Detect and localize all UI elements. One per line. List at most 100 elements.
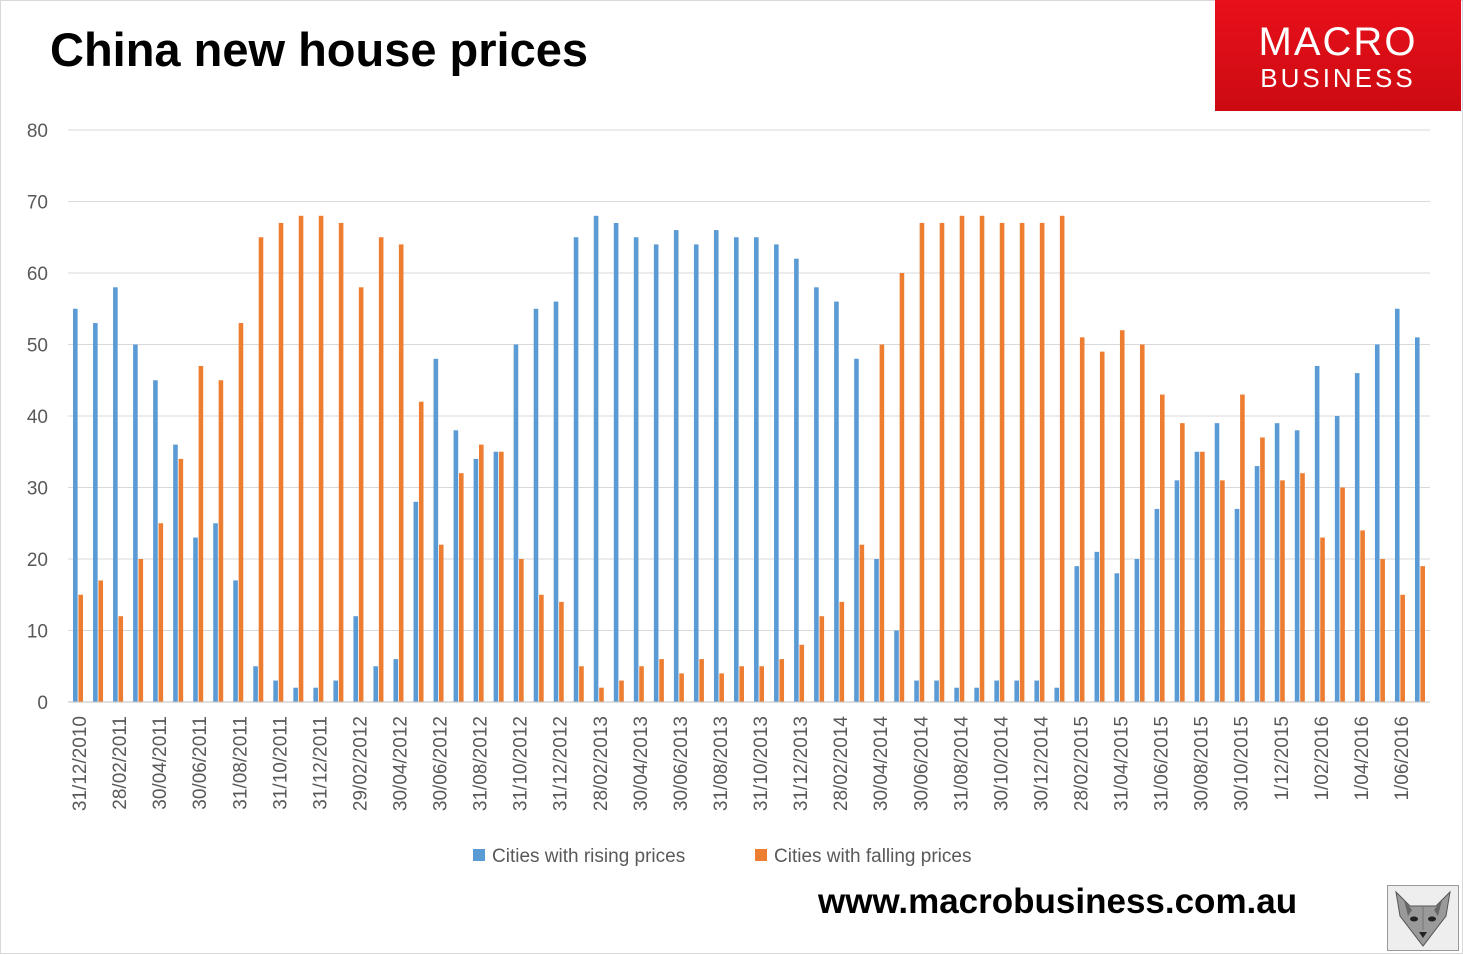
bar-rising [1054, 687, 1060, 702]
bar-falling [559, 601, 564, 702]
x-tick-label: 31/12/2013 [791, 716, 812, 811]
bar-falling [999, 222, 1005, 702]
bar-falling [1260, 437, 1265, 702]
bar-rising [1194, 451, 1200, 702]
bar-falling [398, 244, 404, 702]
bar-rising [1254, 466, 1260, 702]
bar-falling [879, 344, 885, 702]
bar-rising [1274, 423, 1280, 702]
bar-rising [733, 237, 739, 702]
y-tick-label: 30 [27, 479, 48, 500]
bar-falling [418, 401, 424, 702]
bar-rising [473, 458, 479, 702]
source-url: www.macrobusiness.com.au [818, 882, 1298, 921]
bar-falling [1380, 559, 1385, 702]
bar-falling [479, 444, 484, 702]
bar-falling [1119, 330, 1125, 702]
bar-rising [313, 687, 318, 702]
y-tick-label: 0 [37, 693, 48, 714]
bar-falling [258, 237, 264, 702]
x-tick-label: 30/06/2014 [911, 716, 932, 812]
bar-rising [814, 287, 819, 702]
bar-rising [293, 687, 298, 702]
bar-falling [98, 580, 104, 702]
bar-rising [1294, 430, 1300, 702]
bar-rising [593, 215, 599, 703]
logo-line-business: BUSINESS [1260, 63, 1416, 93]
bar-rising [453, 430, 459, 702]
y-tick-label: 80 [27, 121, 48, 142]
bar-falling [959, 215, 965, 703]
bar-rising [693, 244, 699, 702]
x-tick-label: 31/08/2011 [230, 716, 251, 810]
x-tick-label: 30/06/2013 [671, 716, 692, 811]
x-tick-label: 30/12/2014 [1031, 716, 1052, 812]
bar-rising [1074, 566, 1080, 702]
bar-rising [774, 244, 779, 702]
bar-falling [739, 666, 744, 702]
bar-rising [573, 237, 579, 702]
bar-falling [1160, 394, 1165, 702]
bar-rising [93, 323, 98, 702]
x-tick-label: 1/02/2016 [1312, 716, 1333, 801]
bar-rising [353, 616, 359, 702]
bar-rising [754, 237, 759, 702]
bar-rising [493, 451, 499, 702]
bar-falling [298, 215, 304, 703]
bar-rising [1034, 680, 1040, 702]
bar-rising [914, 680, 919, 702]
x-tick-label: 30/10/2015 [1232, 716, 1253, 811]
y-tick-label: 40 [27, 407, 48, 428]
x-tick-label: 28/02/2015 [1071, 716, 1092, 811]
bar-rising [1334, 416, 1340, 702]
bar-falling [699, 659, 704, 702]
chart-title: China new house prices [50, 23, 589, 76]
bar-rising [73, 308, 78, 702]
x-tick-label: 28/02/2011 [110, 716, 131, 810]
x-tick-label: 1/06/2016 [1392, 716, 1413, 801]
x-tick-label: 31/04/2015 [1112, 716, 1133, 811]
bar-falling [338, 222, 344, 702]
bar-falling [499, 451, 504, 702]
bar-falling [278, 222, 284, 702]
bar-falling [358, 287, 364, 702]
bar-rising [1154, 508, 1160, 702]
bar-rising [613, 222, 619, 702]
bar-falling [819, 616, 825, 702]
bar-falling [1360, 530, 1365, 702]
bar-falling [979, 215, 985, 703]
x-tick-label: 31/10/2011 [270, 716, 291, 810]
x-tick-label: 1/12/2015 [1272, 716, 1293, 801]
bar-falling [579, 666, 584, 702]
bar-falling [639, 666, 644, 702]
macrobusiness-logo: MACRO BUSINESS [1215, 0, 1461, 111]
bar-rising [193, 537, 198, 702]
bar-falling [198, 365, 204, 702]
bar-rising [273, 680, 278, 702]
bar-falling [1139, 344, 1145, 702]
bar-falling [1240, 394, 1245, 702]
bar-rising [153, 380, 158, 702]
bar-rising [373, 666, 379, 702]
bar-falling [899, 273, 905, 702]
legend-label-rising: Cities with rising prices [492, 846, 685, 867]
bar-rising [1354, 373, 1360, 702]
bar-rising [253, 666, 258, 702]
x-tick-label: 31/08/2014 [951, 716, 972, 812]
x-tick-label: 30/06/2012 [431, 716, 452, 811]
bar-falling [438, 544, 444, 702]
bar-rising [633, 237, 639, 702]
bar-falling [1340, 487, 1345, 702]
bar-rising [954, 687, 959, 702]
x-tick-label: 30/04/2012 [390, 716, 411, 811]
bar-rising [653, 244, 659, 702]
bar-rising [113, 287, 118, 702]
bar-falling [1099, 351, 1105, 702]
bar-falling [138, 559, 144, 702]
x-tick-label: 30/06/2011 [190, 716, 211, 810]
x-tick-label: 31/06/2015 [1152, 716, 1173, 811]
x-tick-label: 31/12/2010 [70, 716, 91, 811]
bar-falling [1059, 215, 1065, 703]
bar-rising [794, 258, 799, 702]
bar-falling [679, 673, 684, 702]
